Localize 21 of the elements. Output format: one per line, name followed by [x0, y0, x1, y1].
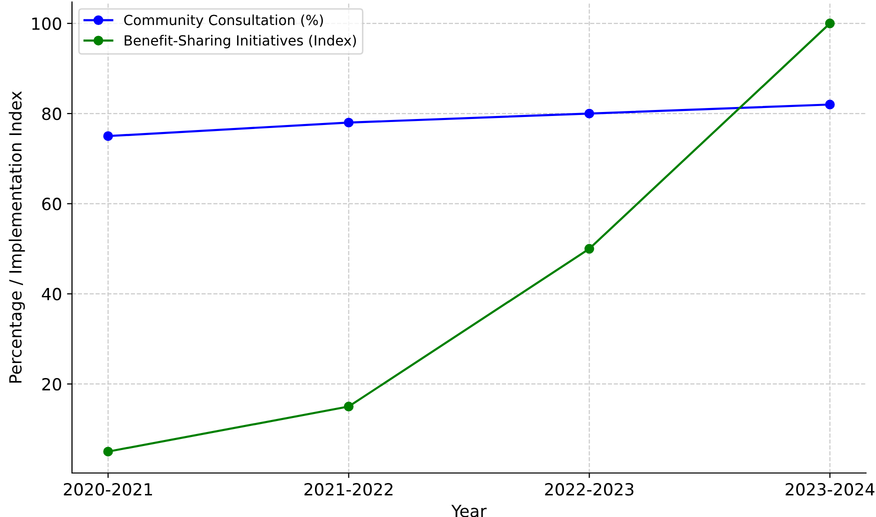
y-tick-label: 60 [42, 198, 62, 210]
point [825, 18, 835, 28]
x-tick-label: 2021-2022 [304, 483, 392, 496]
point [344, 118, 354, 128]
point [584, 108, 594, 118]
legend-label: Community Consultation (%) [124, 14, 323, 28]
y-axis-title: Percentage / Implementation Index [8, 91, 25, 383]
point [103, 446, 113, 456]
legend-label: Benefit-Sharing Initiatives (Index) [124, 34, 356, 48]
y-tick-label: 80 [42, 108, 62, 120]
point [344, 402, 354, 412]
y-tick-label: 100 [32, 17, 62, 30]
point [584, 244, 594, 254]
y-tick-label: 20 [42, 378, 62, 391]
point [103, 131, 113, 141]
y-tick-label: 40 [42, 288, 62, 300]
x-tick-label: 2022-2023 [545, 483, 634, 496]
point [825, 100, 835, 110]
x-tick-label: 2020-2021 [64, 483, 152, 496]
x-axis-title: Year [451, 504, 487, 517]
x-tick-label: 2023-2024 [786, 483, 874, 496]
